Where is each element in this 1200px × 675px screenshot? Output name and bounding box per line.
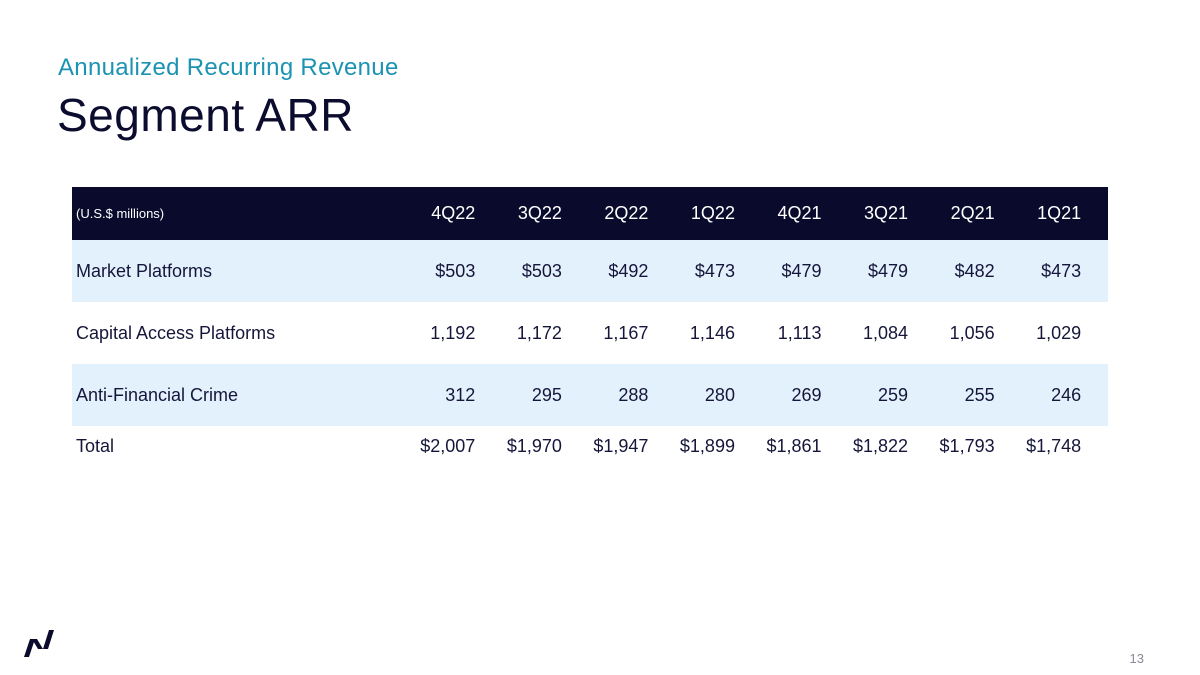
nasdaq-logo-icon [24, 630, 54, 657]
table-cell: 1,113 [777, 322, 822, 343]
table-cell: 312 [445, 384, 476, 405]
table-cell: 246 [1051, 384, 1082, 405]
table-cell: 1,084 [863, 322, 909, 343]
column-header-3q22: 3Q22 [517, 203, 562, 223]
table-cell: $473 [694, 260, 735, 281]
table-cell: $473 [1041, 260, 1082, 281]
table-cell: $2,007 [420, 436, 476, 456]
table-cell: 280 [704, 384, 735, 405]
row-spacer [1081, 240, 1108, 302]
table-cell: $1,947 [593, 436, 649, 456]
header-spacer [1081, 187, 1108, 240]
table-row-total: Total $2,007 $1,970 $1,947 $1,899 $1,861… [72, 426, 1108, 470]
column-header-4q22: 4Q22 [431, 203, 476, 223]
table-cell: $479 [781, 260, 822, 281]
table-cell: $503 [521, 260, 562, 281]
slide-title: Segment ARR [57, 89, 354, 141]
column-header-1q22: 1Q22 [690, 203, 735, 223]
row-spacer [1081, 426, 1108, 470]
table-cell: 1,167 [603, 322, 649, 343]
table-header-row: (U.S.$ millions) 4Q22 3Q22 2Q22 1Q22 4Q2… [72, 187, 1108, 240]
column-header-4q21: 4Q21 [777, 203, 822, 223]
table-cell: $479 [868, 260, 909, 281]
units-label: (U.S.$ millions) [76, 206, 165, 221]
table-row-market-platforms: Market Platforms $503 $503 $492 $473 $47… [72, 240, 1108, 302]
row-spacer [1081, 302, 1108, 364]
table-cell: 259 [878, 384, 909, 405]
row-label: Market Platforms [76, 260, 213, 281]
segment-arr-table: (U.S.$ millions) 4Q22 3Q22 2Q22 1Q22 4Q2… [72, 187, 1108, 470]
table-cell: $1,822 [853, 436, 909, 456]
table-row-capital-access-platforms: Capital Access Platforms 1,192 1,172 1,1… [72, 302, 1108, 364]
table-cell: 288 [618, 384, 649, 405]
table-cell: 1,192 [430, 322, 476, 343]
table-row-anti-financial-crime: Anti-Financial Crime 312 295 288 280 269… [72, 364, 1108, 426]
row-label: Total [76, 436, 115, 456]
table-cell: 1,172 [516, 322, 562, 343]
table-cell: $503 [435, 260, 476, 281]
table-cell: 295 [531, 384, 562, 405]
table-cell: $482 [954, 260, 995, 281]
table-cell: $1,793 [939, 436, 995, 456]
page-number: 13 [1129, 651, 1144, 666]
table-cell: 1,056 [949, 322, 995, 343]
table-cell: 269 [791, 384, 822, 405]
row-label: Capital Access Platforms [76, 322, 276, 343]
row-label: Anti-Financial Crime [76, 384, 239, 405]
table-cell: 255 [964, 384, 995, 405]
table-cell: $492 [608, 260, 649, 281]
column-header-2q21: 2Q21 [950, 203, 995, 223]
table-cell: $1,748 [1026, 436, 1082, 456]
slide-subtitle: Annualized Recurring Revenue [58, 54, 399, 81]
column-header-1q21: 1Q21 [1037, 203, 1082, 223]
table-cell: 1,146 [689, 322, 735, 343]
table-cell: $1,899 [679, 436, 735, 456]
column-header-2q22: 2Q22 [604, 203, 649, 223]
column-header-3q21: 3Q21 [864, 203, 909, 223]
row-spacer [1081, 364, 1108, 426]
table-cell: $1,861 [766, 436, 822, 456]
table-cell: 1,029 [1036, 322, 1082, 343]
table-cell: $1,970 [506, 436, 562, 456]
